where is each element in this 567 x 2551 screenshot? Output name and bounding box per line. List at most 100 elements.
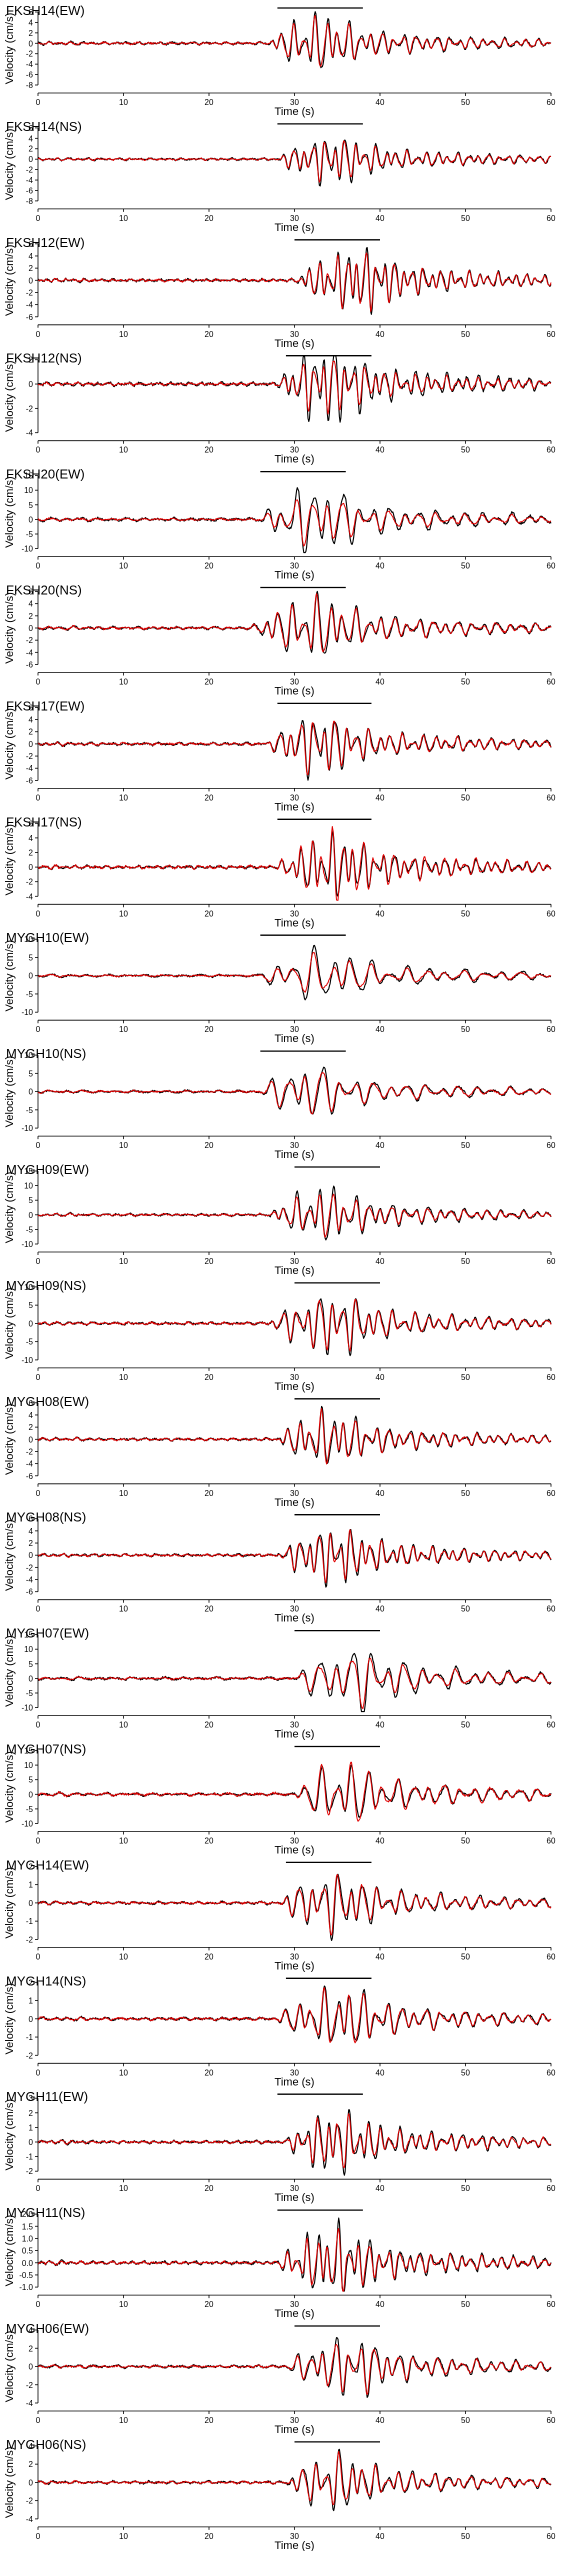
y-tick-label: 6 xyxy=(29,1399,34,1408)
y-axis-title: Velocity (cm/s) xyxy=(4,824,16,896)
x-tick-label: 20 xyxy=(205,214,214,223)
y-tick-label: 4 xyxy=(29,252,34,261)
x-tick-label: 0 xyxy=(36,1952,41,1961)
station-label: MYGH08(EW) xyxy=(6,1394,89,1409)
y-axis-title: Velocity (cm/s) xyxy=(4,13,16,85)
y-tick-label: 0 xyxy=(29,624,34,633)
x-tick-label: 0 xyxy=(36,330,41,339)
observed-waveform xyxy=(37,719,552,781)
synthetic-waveform xyxy=(37,825,552,901)
y-tick-label: -6 xyxy=(26,313,34,322)
observed-waveform xyxy=(37,487,552,554)
y-tick-label: -2 xyxy=(26,50,34,59)
y-tick-label: -4 xyxy=(26,176,34,185)
y-tick-label: -5 xyxy=(26,1338,34,1347)
x-tick-label: 0 xyxy=(36,446,41,455)
x-tick-label: 40 xyxy=(376,2300,385,2309)
x-tick-label: 30 xyxy=(290,1489,299,1498)
x-tick-label: 10 xyxy=(119,1489,128,1498)
x-tick-label: 0 xyxy=(36,98,41,107)
synthetic-waveform xyxy=(37,2113,552,2169)
y-tick-label: 6 xyxy=(29,588,34,597)
y-tick-label: -2 xyxy=(26,166,34,175)
y-axis-title: Velocity (cm/s) xyxy=(4,476,16,548)
y-tick-label: -2 xyxy=(26,878,34,887)
x-tick-label: 20 xyxy=(205,330,214,339)
panel-13: MYGH08(EW) -6 -4 -2 0 2 4 6 Velocity (cm/s) 0 10 20… xyxy=(4,1394,556,1509)
x-axis-title: Time (s) xyxy=(275,570,315,582)
x-tick-label: 50 xyxy=(461,2532,470,2541)
panel-18: MYGH14(NS) -2 -1 0 1 2 Velocity (cm/s) 0 10 20 30 4… xyxy=(4,1973,556,2088)
x-tick-label: 10 xyxy=(119,1837,128,1846)
y-tick-label: 10 xyxy=(24,1761,33,1770)
x-axis-title: Time (s) xyxy=(275,222,315,234)
y-tick-label: 0 xyxy=(29,515,34,524)
x-tick-label: 0 xyxy=(36,1025,41,1034)
y-tick-label: 4 xyxy=(29,2326,34,2335)
x-tick-label: 20 xyxy=(205,1837,214,1846)
station-label: MYGH08(NS) xyxy=(6,1510,86,1525)
x-tick-label: 50 xyxy=(461,1952,470,1961)
y-tick-label: 2 xyxy=(29,612,34,621)
x-tick-label: 50 xyxy=(461,1373,470,1382)
y-tick-label: 4 xyxy=(29,134,34,143)
y-axis-title: Velocity (cm/s) xyxy=(4,2099,16,2171)
x-tick-label: 30 xyxy=(290,562,299,571)
x-tick-label: 60 xyxy=(547,1025,556,1034)
y-tick-label: 0 xyxy=(29,1790,34,1799)
x-tick-label: 40 xyxy=(376,1141,385,1150)
panel-4: FKSH12(NS) -4 -2 0 2 Velocity (cm/s) 0 10 20 30 40… xyxy=(4,351,556,466)
x-tick-label: 60 xyxy=(547,98,556,107)
x-tick-label: 10 xyxy=(119,98,128,107)
x-tick-label: 60 xyxy=(547,1489,556,1498)
x-tick-label: 50 xyxy=(461,1721,470,1730)
y-tick-label: 15 xyxy=(24,1167,33,1176)
x-tick-label: 0 xyxy=(36,1837,41,1846)
y-tick-label: 0 xyxy=(29,1674,34,1683)
y-tick-label: -2 xyxy=(26,636,34,645)
y-tick-label: -4 xyxy=(26,764,34,773)
y-tick-label: 10 xyxy=(24,1645,33,1654)
y-tick-label: 0 xyxy=(29,2138,34,2147)
y-tick-label: 6 xyxy=(29,124,34,133)
x-tick-label: 60 xyxy=(547,562,556,571)
x-tick-label: 60 xyxy=(547,1721,556,1730)
x-axis-title: Time (s) xyxy=(275,1497,315,1509)
x-tick-label: 20 xyxy=(205,98,214,107)
y-tick-label: 2 xyxy=(29,264,34,273)
y-tick-label: -5 xyxy=(26,1106,34,1115)
x-tick-label: 50 xyxy=(461,446,470,455)
observed-waveform xyxy=(37,1652,552,1713)
station-label: FKSH14(EW) xyxy=(6,3,85,18)
x-tick-label: 10 xyxy=(119,2416,128,2425)
station-label: FKSH12(EW) xyxy=(6,235,85,250)
station-label: FKSH17(NS) xyxy=(6,814,82,829)
x-tick-label: 40 xyxy=(376,793,385,802)
y-tick-label: 2 xyxy=(29,2109,34,2118)
y-tick-label: -8 xyxy=(26,81,34,90)
x-tick-label: 20 xyxy=(205,1721,214,1730)
x-tick-label: 20 xyxy=(205,2416,214,2425)
y-tick-label: 5 xyxy=(29,501,34,510)
y-tick-label: -4 xyxy=(26,301,34,310)
y-tick-label: 1.0 xyxy=(22,2234,34,2243)
x-tick-label: 10 xyxy=(119,446,128,455)
y-axis-title: Velocity (cm/s) xyxy=(4,245,16,317)
x-tick-label: 60 xyxy=(547,1605,556,1614)
x-tick-label: 40 xyxy=(376,1373,385,1382)
x-tick-label: 60 xyxy=(547,446,556,455)
x-axis-title: Time (s) xyxy=(275,801,315,813)
station-label: MYGH11(NS) xyxy=(6,2205,85,2220)
x-tick-label: 40 xyxy=(376,909,385,918)
y-tick-label: 5 xyxy=(29,1660,34,1669)
y-tick-label: 0.0 xyxy=(22,2259,34,2268)
x-axis-title: Time (s) xyxy=(275,2076,315,2088)
x-tick-label: 40 xyxy=(376,1257,385,1266)
x-tick-label: 40 xyxy=(376,1025,385,1034)
y-tick-label: 2 xyxy=(29,145,34,154)
station-label: MYGH09(NS) xyxy=(6,1278,86,1293)
synthetic-waveform xyxy=(37,2228,552,2292)
x-tick-label: 20 xyxy=(205,2068,214,2077)
y-axis-title: Velocity (cm/s) xyxy=(4,2447,16,2519)
y-axis-title: Velocity (cm/s) xyxy=(4,1635,16,1707)
